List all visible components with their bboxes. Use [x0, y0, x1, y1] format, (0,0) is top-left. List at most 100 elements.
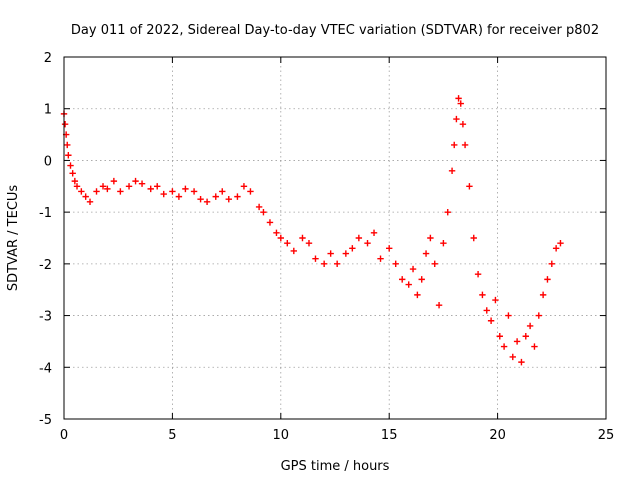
data-point: [451, 141, 458, 149]
x-tick-label: 15: [381, 428, 398, 443]
data-point: [557, 239, 564, 247]
data-point: [492, 296, 499, 304]
data-point: [535, 312, 542, 319]
data-point: [377, 255, 384, 262]
data-point: [513, 338, 521, 345]
data-point: [544, 276, 551, 283]
data-point: [483, 307, 490, 314]
data-point: [435, 302, 443, 309]
data-point: [440, 239, 447, 247]
plot-frame: [63, 56, 607, 420]
data-point: [327, 250, 334, 257]
data-point: [69, 170, 76, 177]
y-axis-ticks: -5 -4 -3 -2 -1 0 1 2: [39, 51, 606, 428]
data-points: [60, 95, 564, 366]
data-point: [548, 260, 555, 268]
data-point: [312, 255, 319, 262]
data-point: [78, 188, 85, 195]
data-point: [110, 177, 118, 185]
data-point: [125, 183, 133, 190]
data-point: [266, 219, 274, 226]
data-point: [138, 180, 146, 187]
data-point: [405, 281, 412, 288]
data-point: [260, 208, 267, 216]
data-point: [182, 185, 189, 193]
y-tick-label: 2: [44, 51, 52, 66]
x-tick-label: 20: [489, 428, 506, 443]
data-point: [349, 245, 356, 252]
data-point: [273, 229, 280, 237]
y-tick-label: -1: [39, 206, 52, 221]
data-point: [284, 239, 291, 247]
x-tick-label: 0: [60, 428, 68, 443]
data-point: [190, 188, 198, 195]
data-point: [457, 100, 464, 107]
data-point: [355, 234, 363, 242]
data-point: [132, 177, 139, 185]
y-tick-label: 1: [44, 103, 52, 118]
data-point: [212, 193, 219, 200]
data-point: [427, 234, 434, 242]
data-point: [64, 141, 71, 149]
data-point: [526, 322, 534, 330]
data-point: [320, 260, 328, 268]
data-point: [364, 239, 371, 247]
data-point: [104, 185, 111, 193]
data-point: [71, 177, 79, 185]
data-point: [247, 188, 254, 195]
data-point: [414, 291, 421, 299]
data-point: [86, 198, 94, 205]
data-point: [496, 333, 503, 340]
data-point: [93, 188, 100, 195]
data-point: [61, 121, 69, 128]
data-point: [444, 208, 451, 216]
data-point: [466, 183, 473, 190]
data-point: [422, 250, 430, 257]
data-point: [431, 260, 438, 268]
data-point: [299, 234, 306, 242]
data-point: [370, 229, 378, 237]
data-point: [333, 260, 341, 268]
y-tick-label: -5: [39, 413, 52, 428]
data-point: [277, 234, 284, 242]
data-point: [479, 291, 486, 299]
data-point: [255, 203, 263, 211]
data-point: [455, 95, 462, 102]
data-point: [154, 183, 161, 190]
data-point: [203, 198, 211, 205]
x-tick-label: 10: [273, 428, 290, 443]
data-point: [65, 152, 72, 159]
y-tick-label: -3: [39, 310, 52, 325]
data-point: [99, 183, 107, 190]
data-point: [240, 183, 248, 190]
data-point: [522, 333, 529, 340]
data-point: [539, 291, 547, 299]
x-axis-label: GPS time / hours: [281, 459, 390, 474]
data-point: [518, 358, 525, 366]
data-point: [67, 162, 74, 169]
data-point: [160, 190, 167, 198]
x-axis-ticks: 0 5 10 15 20 25: [60, 57, 614, 443]
x-tick-label: 5: [168, 428, 176, 443]
data-point: [219, 188, 226, 195]
data-point: [509, 353, 516, 361]
data-point: [117, 188, 124, 195]
data-point: [392, 260, 399, 268]
data-point: [305, 239, 313, 247]
data-point: [169, 188, 176, 195]
data-point: [290, 247, 298, 255]
data-point: [147, 185, 154, 193]
data-point: [175, 193, 183, 200]
data-point: [487, 317, 495, 324]
y-tick-label: -4: [39, 361, 52, 376]
y-tick-label: -2: [39, 258, 52, 273]
data-point: [234, 193, 241, 200]
data-point: [409, 265, 417, 273]
data-point: [225, 196, 232, 203]
data-point: [418, 276, 425, 283]
data-point: [461, 141, 469, 149]
data-point: [399, 276, 406, 283]
data-point: [448, 167, 456, 174]
data-point: [342, 250, 350, 257]
x-tick-label: 25: [598, 428, 615, 443]
